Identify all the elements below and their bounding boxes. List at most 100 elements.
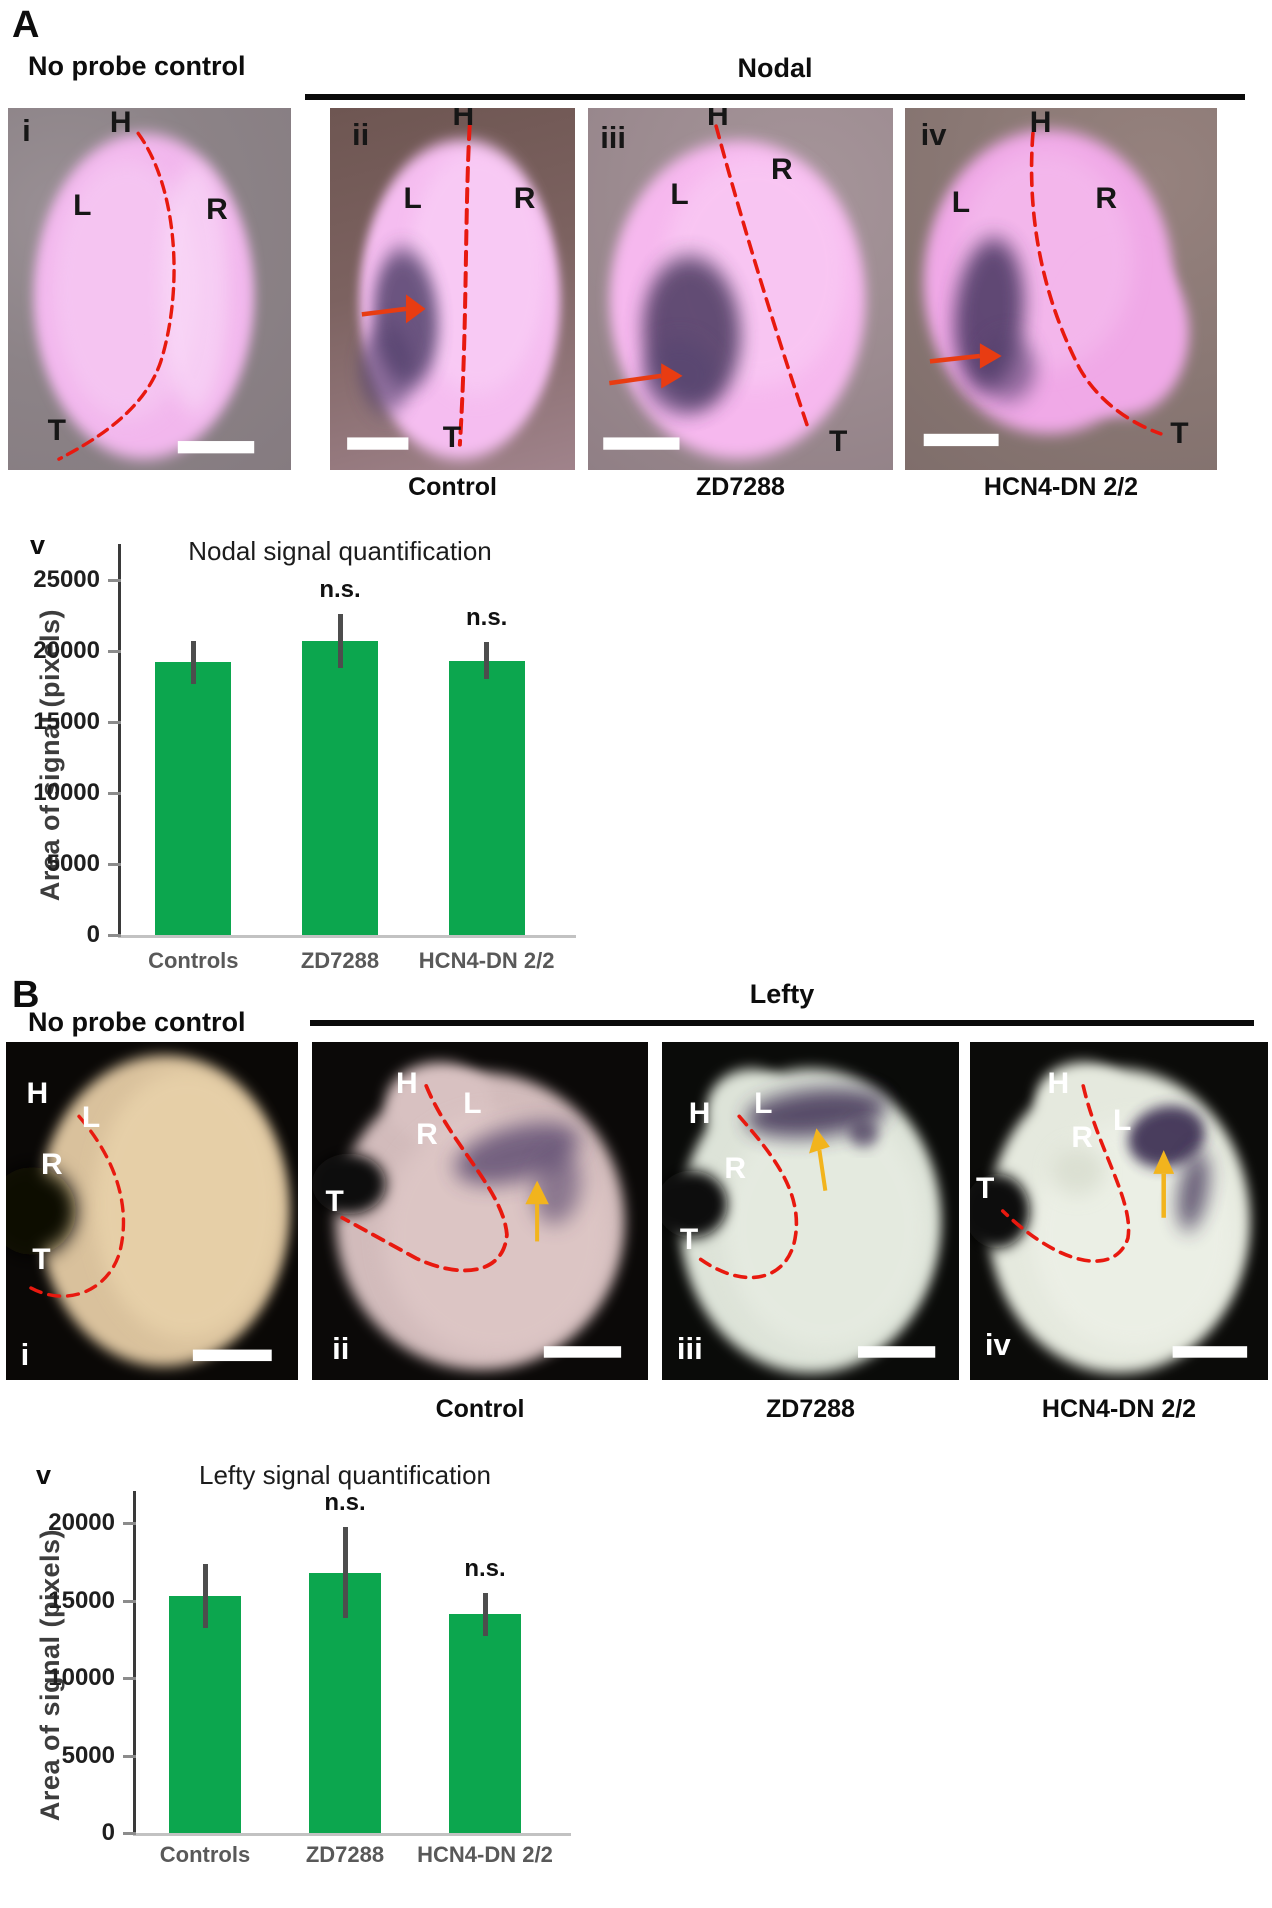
scale-bar — [923, 433, 999, 447]
embryo-illustration — [923, 108, 1189, 447]
image-roman-label: iv — [984, 1327, 1011, 1363]
left-side-label: L — [81, 1100, 101, 1134]
x-category-label: HCN4-DN 2/2 — [417, 1842, 553, 1867]
right-side-label: R — [724, 1151, 747, 1185]
significance-label: n.s. — [464, 1554, 506, 1582]
signal-arrow-icon — [661, 363, 683, 389]
y-axis-tick-label: 0 — [86, 921, 100, 948]
y-axis-tick — [123, 1522, 136, 1525]
y-axis-tick-label: 10000 — [48, 1664, 115, 1691]
head-label: H — [706, 108, 729, 132]
tail-label: T — [679, 1222, 699, 1256]
midline-dashed-line — [1003, 1086, 1129, 1261]
y-axis-tick — [123, 1599, 136, 1603]
embryo-illustration — [970, 1062, 1251, 1374]
treatment-caption: ZD7288 — [766, 1395, 855, 1423]
y-axis-tick-label: 25000 — [33, 566, 100, 593]
stain-patch — [359, 325, 414, 413]
embryo-notch — [662, 1170, 728, 1239]
midline-dashed-line — [342, 1086, 507, 1271]
x-category-label: ZD7288 — [305, 1842, 385, 1867]
tail-label: T — [975, 1171, 995, 1205]
chart-title: Lefty signal quantification — [199, 1460, 491, 1490]
x-axis-line — [118, 935, 576, 938]
head-label: H — [688, 1097, 711, 1131]
panel-a-image-ii: ii H L R T — [330, 108, 575, 470]
scale-bar — [858, 1346, 936, 1358]
left-side-label: L — [1113, 1104, 1132, 1138]
embryo-illustration — [662, 1069, 942, 1374]
x-category-label: HCN4-DN 2/2 — [418, 948, 555, 973]
significance-label: n.s. — [465, 604, 508, 632]
y-axis-tick — [123, 1677, 136, 1680]
chart-roman-label: v — [30, 530, 46, 560]
y-axis-line — [133, 1491, 136, 1833]
stain-patch — [849, 1119, 879, 1147]
y-axis-tick-label: 20000 — [48, 1509, 115, 1536]
bar — [169, 1595, 241, 1833]
embryo-curl-shadow — [1050, 1146, 1105, 1195]
image-roman-label: iv — [920, 116, 947, 152]
panel-b-group-header: Lefty — [749, 979, 815, 1009]
bar — [449, 1614, 521, 1833]
panel-b-group-underline — [310, 1020, 1254, 1026]
embryo-highlight — [93, 1069, 281, 1340]
scale-bar — [192, 1349, 272, 1362]
scale-bar — [177, 441, 255, 454]
head-label: H — [1047, 1067, 1070, 1101]
head-label: H — [452, 108, 475, 132]
right-side-label: R — [1071, 1121, 1093, 1155]
left-side-label: L — [670, 178, 689, 212]
y-axis-tick-label: 10000 — [33, 779, 100, 806]
tail-label: T — [442, 420, 462, 454]
embryo-notch — [6, 1167, 77, 1255]
tail-label: T — [828, 424, 848, 458]
left-side-label: L — [463, 1087, 482, 1121]
tail-label: T — [1170, 417, 1189, 451]
x-category-label: ZD7288 — [300, 948, 380, 973]
panel-b-image-iii: H L R T iii — [662, 1042, 959, 1380]
stain-patch — [533, 1150, 582, 1225]
y-axis-tick — [108, 934, 121, 937]
midline-dashed-line — [26, 1116, 123, 1296]
y-axis-tick — [123, 1754, 136, 1758]
signal-arrow-icon — [819, 1150, 825, 1191]
image-roman-label: iii — [676, 1330, 703, 1366]
right-side-label: R — [771, 153, 793, 187]
treatment-caption: Control — [408, 473, 497, 501]
signal-arrow-icon — [525, 1180, 549, 1205]
bar — [155, 662, 232, 935]
embryo-illustration — [6, 1055, 290, 1367]
y-axis-tick-label: 0 — [101, 1819, 115, 1846]
panel-b-no-probe-header: No probe control — [28, 1007, 246, 1037]
y-axis-tick — [108, 863, 121, 866]
scale-bar — [603, 437, 680, 450]
panel-a-group-underline — [305, 94, 1245, 100]
embryo-illustration — [603, 108, 866, 460]
embryo-highlight — [408, 147, 546, 394]
head-label: H — [1029, 108, 1052, 139]
tail-label: T — [47, 413, 66, 447]
x-category-label: Controls — [148, 948, 239, 973]
right-side-label: R — [513, 182, 536, 216]
stain-patch — [979, 336, 1037, 402]
error-bar — [484, 642, 490, 680]
y-axis-tick-label: 20000 — [33, 637, 100, 664]
signal-arrow-icon — [930, 356, 980, 361]
embryo-illustration — [312, 1062, 625, 1370]
error-bar — [342, 1526, 348, 1619]
left-side-label: L — [951, 185, 971, 219]
image-roman-label: i — [22, 113, 31, 149]
right-side-label: R — [41, 1148, 63, 1182]
y-axis-tick-label: 15000 — [48, 1586, 115, 1614]
head-label: H — [26, 1077, 49, 1111]
embryo-notch — [312, 1153, 386, 1215]
panel-b-letter: B — [12, 974, 40, 1016]
right-side-label: R — [416, 1117, 438, 1151]
stain-patch — [1177, 1150, 1210, 1231]
left-side-label: L — [73, 189, 92, 223]
x-axis-line — [133, 1833, 571, 1836]
y-axis-tick — [123, 1832, 136, 1835]
signal-arrow-icon — [609, 376, 661, 383]
significance-label: n.s. — [319, 576, 361, 604]
